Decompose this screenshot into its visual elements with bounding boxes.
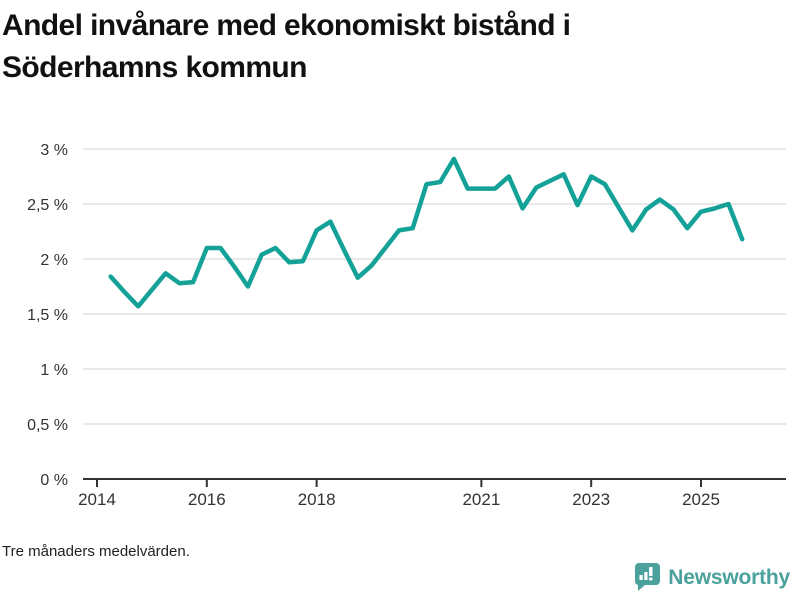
y-axis-tick-label: 1,5 % <box>27 307 68 324</box>
x-axis-tick-label: 2016 <box>188 490 226 509</box>
newsworthy-icon <box>635 563 661 591</box>
x-axis-tick-label: 2025 <box>682 490 720 509</box>
y-axis-tick-label: 1 % <box>40 362 68 379</box>
footnote: Tre månaders medelvärden. <box>2 543 190 560</box>
x-axis-tick-label: 2014 <box>78 490 116 509</box>
exclamation-dot <box>649 577 653 581</box>
y-axis-tick-label: 2,5 % <box>27 197 68 214</box>
exclamation-stem <box>649 567 653 576</box>
newsworthy-wordmark: Newsworthy <box>668 565 790 589</box>
data-line-series <box>108 156 745 309</box>
y-axis-tick-label: 3 % <box>40 142 68 159</box>
newsworthy-logo: Newsworthy <box>634 562 790 593</box>
x-axis-tick-label: 2021 <box>462 490 500 509</box>
y-axis-tick-label: 0,5 % <box>27 417 68 434</box>
x-axis-tick-label: 2023 <box>572 490 610 509</box>
bar-small <box>639 575 643 580</box>
chart-title: Andel invånare med ekonomiskt bistånd i … <box>2 9 571 84</box>
y-axis-tick-label: 0 % <box>40 472 68 489</box>
bar-medium <box>644 572 648 580</box>
x-axis-tick-label: 2018 <box>298 490 336 509</box>
y-axis-tick-label: 2 % <box>40 252 68 269</box>
line-chart: 0 % 0,5 % 1 % 1,5 % 2 % 2,5 % 3 % 2014 2016 2018 2… <box>27 142 786 509</box>
